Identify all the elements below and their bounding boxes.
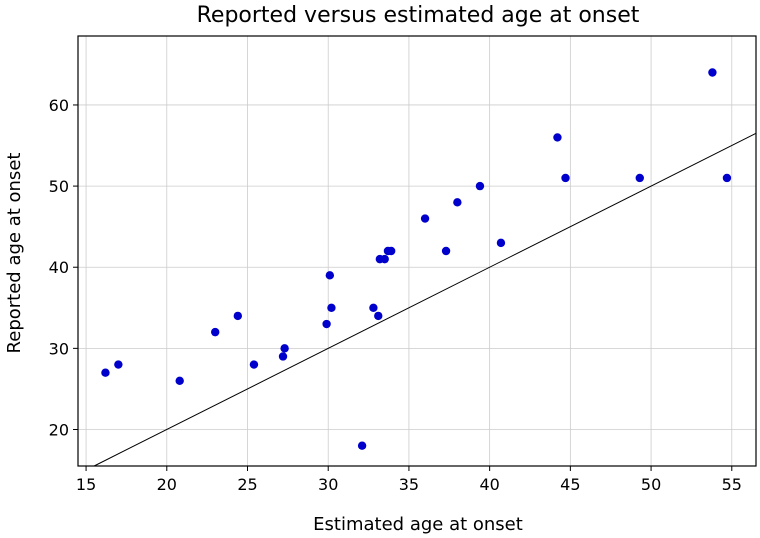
data-point xyxy=(280,344,289,353)
y-tick-label: 20 xyxy=(49,420,69,439)
y-tick-label: 60 xyxy=(49,96,69,115)
x-tick-label: 35 xyxy=(399,475,419,494)
x-axis-label: Estimated age at onset xyxy=(313,514,523,535)
data-point xyxy=(278,352,288,361)
chart-title: Reported versus estimated age at onset xyxy=(197,3,640,28)
x-tick-label: 55 xyxy=(722,475,742,494)
data-point xyxy=(496,238,506,248)
y-axis-ticks: 20 30 40 50 60 xyxy=(49,96,78,439)
y-tick-label: 30 xyxy=(49,339,69,358)
y-tick-label: 40 xyxy=(49,258,69,277)
data-point xyxy=(475,181,485,191)
data-point xyxy=(441,246,451,256)
data-point xyxy=(322,319,331,329)
x-axis-ticks: 15 20 25 30 35 40 45 50 55 xyxy=(76,466,742,494)
data-point xyxy=(561,173,570,183)
data-point xyxy=(708,68,717,77)
reference-line-group xyxy=(93,132,757,467)
data-point xyxy=(453,198,462,207)
data-point xyxy=(233,311,243,321)
data-point xyxy=(249,360,259,369)
data-point xyxy=(357,441,367,450)
data-point xyxy=(420,214,430,223)
data-points xyxy=(101,68,732,450)
data-point xyxy=(380,254,389,264)
data-point xyxy=(722,173,732,183)
x-tick-label: 30 xyxy=(318,475,338,494)
y-axis-label: Reported age at onset xyxy=(4,153,25,354)
data-point xyxy=(325,271,335,280)
plot-frame xyxy=(77,35,757,467)
data-point xyxy=(635,173,644,183)
data-point xyxy=(369,303,378,312)
grid-lines xyxy=(78,36,756,466)
data-point xyxy=(211,327,220,337)
identity-line xyxy=(93,132,757,467)
data-point xyxy=(327,303,336,312)
x-tick-label: 50 xyxy=(641,475,661,494)
data-point xyxy=(553,133,562,142)
data-point xyxy=(374,311,383,321)
x-tick-label: 45 xyxy=(560,475,580,494)
x-tick-label: 25 xyxy=(237,475,257,494)
y-tick-label: 50 xyxy=(49,177,69,196)
x-tick-label: 20 xyxy=(157,475,177,494)
x-tick-label: 15 xyxy=(76,475,96,494)
data-point xyxy=(114,360,123,369)
data-point xyxy=(386,246,396,256)
data-point xyxy=(175,376,184,386)
x-tick-label: 40 xyxy=(479,475,499,494)
data-point xyxy=(101,368,110,377)
